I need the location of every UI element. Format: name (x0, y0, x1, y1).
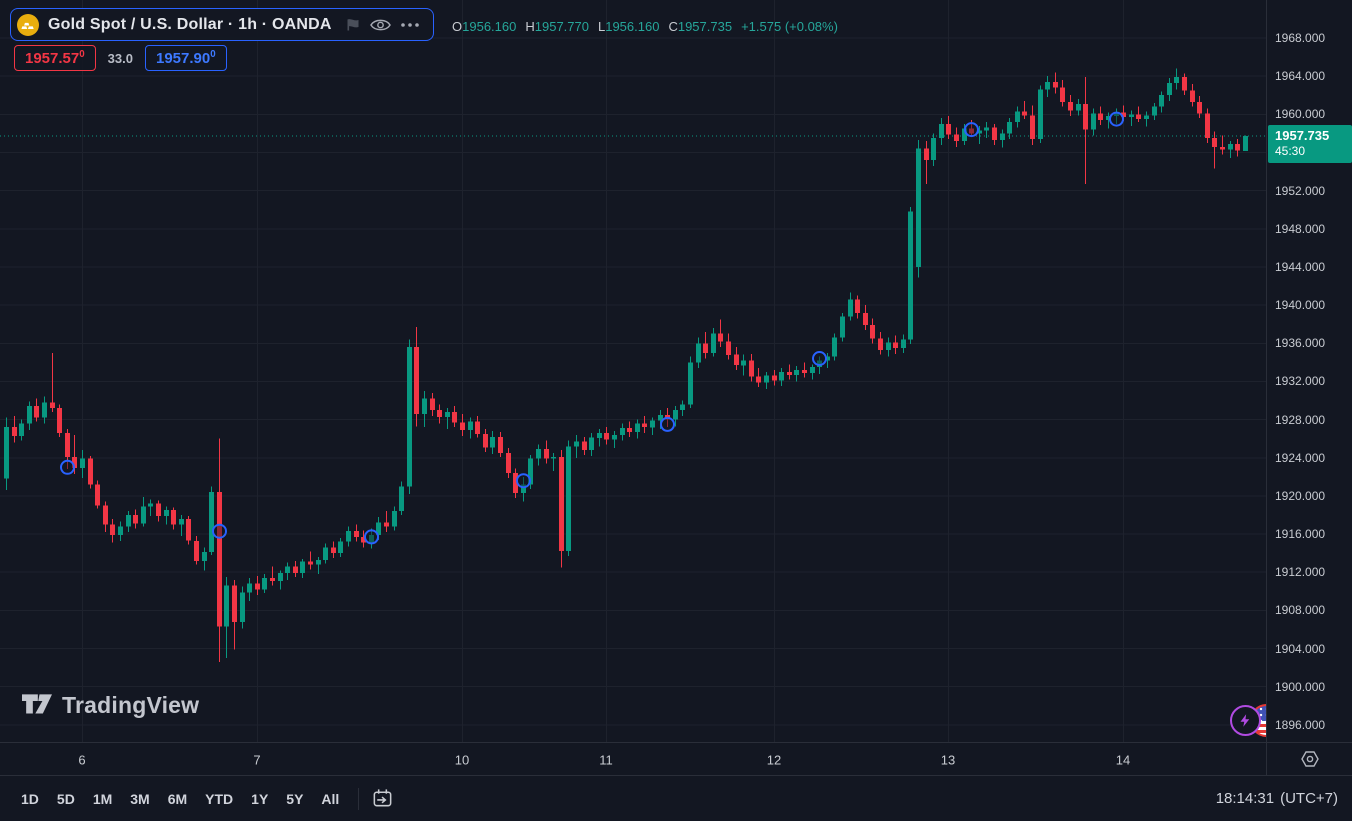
candlestick-chart[interactable] (0, 0, 1266, 742)
time-tick-label: 12 (766, 752, 782, 767)
symbol-toolbar[interactable]: Gold Spot / U.S. Dollar · 1h · OANDA (10, 8, 434, 41)
last-price-label: 1957.735 45:30 (1268, 125, 1352, 163)
price-tick-label: 1920.000 (1275, 488, 1326, 503)
price-tick-label: 1912.000 (1275, 565, 1326, 580)
low-value: 1956.160 (605, 19, 660, 34)
bid-price-button[interactable]: 1957.570 (14, 45, 96, 71)
chart-pane[interactable]: TradingView (0, 0, 1266, 742)
bottom-toolbar: 1D 5D 1M 3M 6M YTD 1Y 5Y All 18:14:31 (UTC+7) (0, 775, 1352, 821)
change-value: +1.575 (+0.08%) (741, 19, 838, 34)
range-button-1m[interactable]: 1M (92, 790, 113, 807)
price-axis[interactable]: 1957.735 45:30 1968.000 1964.000 1960.000 1… (1266, 0, 1352, 742)
eye-icon[interactable] (369, 18, 391, 32)
range-button-5y[interactable]: 5Y (286, 790, 304, 807)
time-tick-label: 14 (1115, 752, 1131, 767)
range-button-1y[interactable]: 1Y (251, 790, 269, 807)
more-options-icon[interactable] (400, 22, 420, 28)
boost-lightning-icon[interactable] (1230, 705, 1261, 736)
price-tick-label: 1908.000 (1275, 603, 1326, 618)
price-tick-label: 1964.000 (1275, 69, 1326, 84)
price-tick-label: 1936.000 (1275, 336, 1326, 351)
price-tick-label: 1940.000 (1275, 298, 1326, 313)
symbol-title: Gold Spot / U.S. Dollar · 1h · OANDA (48, 15, 332, 33)
high-label: H (525, 19, 535, 34)
price-tick-label: 1900.000 (1275, 679, 1326, 694)
high-value: 1957.770 (534, 19, 589, 34)
price-tick-label: 1896.000 (1275, 717, 1326, 732)
time-tick-label: 13 (940, 752, 956, 767)
ask-pip-digit: 0 (210, 49, 216, 60)
price-tick-label: 1948.000 (1275, 221, 1326, 236)
range-button-ytd[interactable]: YTD (205, 790, 234, 807)
watermark-text: TradingView (62, 692, 200, 718)
bid-pip-digit: 0 (79, 49, 85, 60)
range-button-1d[interactable]: 1D (21, 790, 39, 807)
price-tick-label: 1952.000 (1275, 183, 1326, 198)
price-tick-label: 1904.000 (1275, 641, 1326, 656)
ohlc-legend: O1956.160 H1957.770 L1956.160 C1957.735 … (452, 19, 838, 34)
time-tick-label: 7 (253, 752, 261, 767)
axis-corner[interactable] (1266, 743, 1352, 775)
range-button-3m[interactable]: 3M (130, 790, 150, 807)
price-tick-label: 1916.000 (1275, 527, 1326, 542)
time-axis[interactable]: 6 7 10 11 12 13 14 (0, 742, 1352, 776)
lightning-icon (1240, 714, 1250, 727)
price-tick-label: 1960.000 (1275, 107, 1326, 122)
time-display[interactable]: 18:14:31 (UTC+7) (1216, 790, 1338, 807)
open-value: 1956.160 (462, 19, 517, 34)
bar-countdown: 45:30 (1275, 144, 1306, 158)
time-tick-label: 6 (78, 752, 86, 767)
tradingview-logo-icon (22, 693, 52, 713)
date-range-selector: 1D 5D 1M 3M 6M YTD 1Y 5Y All (12, 787, 348, 811)
gold-symbol-logo-icon (17, 13, 39, 36)
hexagon-settings-icon[interactable] (1300, 749, 1320, 769)
price-tick-label: 1924.000 (1275, 450, 1326, 465)
close-label: C (668, 19, 678, 34)
open-label: O (452, 19, 463, 34)
spread-value: 33.0 (107, 50, 133, 66)
price-tick-label: 1968.000 (1275, 31, 1326, 45)
flag-icon[interactable] (345, 17, 361, 33)
timezone-button[interactable]: (UTC+7) (1280, 790, 1338, 807)
calendar-icon (373, 789, 392, 807)
close-value: 1957.735 (677, 19, 733, 34)
last-price-value: 1957.735 (1275, 128, 1330, 143)
price-tick-label: 1928.000 (1275, 412, 1326, 427)
range-button-all[interactable]: All (321, 790, 340, 807)
time-tick-label: 10 (454, 752, 470, 767)
toolbar-divider (358, 787, 360, 810)
price-tick-label: 1932.000 (1275, 374, 1326, 389)
tradingview-logo[interactable]: TradingView (22, 692, 199, 719)
low-label: L (597, 19, 606, 34)
price-tick-label: 1944.000 (1275, 260, 1326, 274)
go-to-date-button[interactable] (369, 785, 396, 812)
ask-price-button[interactable]: 1957.900 (144, 45, 227, 71)
range-button-6m[interactable]: 6M (167, 790, 188, 807)
time-tick-label: 11 (599, 752, 613, 767)
clock-value: 18:14:31 (1215, 790, 1275, 807)
quote-row: 1957.570 33.0 1957.900 (14, 45, 227, 71)
range-button-5d[interactable]: 5D (56, 790, 75, 807)
